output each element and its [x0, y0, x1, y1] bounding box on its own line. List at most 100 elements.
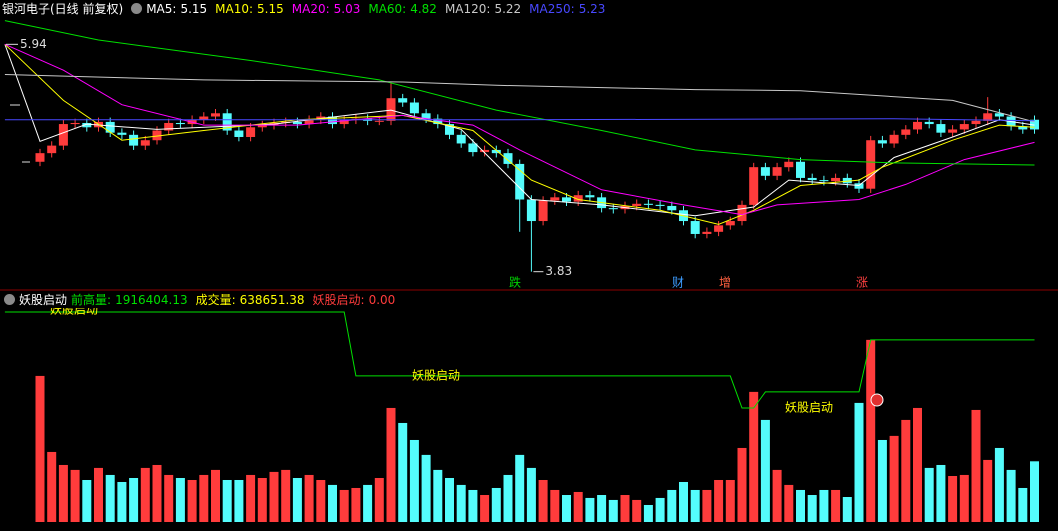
volume-bar [58, 464, 68, 522]
volume-bar [632, 499, 642, 522]
volume-bar [889, 435, 899, 522]
volume-bar [796, 489, 805, 522]
volume-bar [643, 504, 653, 522]
volume-bar [281, 469, 291, 522]
volume-bar [503, 474, 513, 522]
chart-title: 银河电子(日线 前复权) [2, 2, 124, 16]
event-marker: 跌 [509, 275, 521, 290]
candle-body [35, 153, 45, 162]
volume-bar [714, 479, 724, 522]
volume-bar [386, 407, 396, 522]
indicator-header: 妖股启动 前高量: 1916404.13 成交量: 638651.38 妖股启动: 0.0… [0, 291, 1058, 308]
candle-body [456, 134, 466, 144]
event-marker: 涨 [856, 275, 868, 290]
volume-bar [901, 419, 911, 522]
candle-body [936, 124, 946, 133]
volume-bar [129, 477, 139, 522]
volume-bar [35, 375, 45, 522]
candle-body [152, 130, 162, 141]
candle-body [877, 140, 887, 144]
legend-label: MA120: [444, 1, 491, 16]
volume-bar [257, 477, 267, 522]
volume-bar [421, 454, 431, 522]
volume-bar [409, 439, 419, 522]
legend-label: MA5: [146, 1, 177, 16]
candle-body [105, 121, 115, 133]
candle-body [643, 203, 653, 205]
volume-bar [550, 489, 560, 522]
volume-bar [105, 474, 115, 522]
candle-body [117, 132, 127, 135]
volume-bar [164, 474, 174, 522]
ma-line [4, 311, 1035, 409]
candle-body [515, 163, 525, 200]
volume-bar [211, 469, 220, 522]
candle-body [737, 204, 747, 222]
candle-body [1018, 126, 1028, 130]
volume-bar [573, 491, 583, 522]
menu-button[interactable] [131, 3, 143, 14]
candle-body [550, 197, 560, 201]
volume-bar [562, 495, 571, 522]
legend-label: MA20: [291, 1, 330, 16]
legend-label: MA250: [529, 1, 575, 16]
volume-bar [222, 479, 232, 522]
volume-bar [187, 479, 197, 522]
volume-bar [351, 487, 361, 522]
volume-bar [585, 497, 595, 522]
candle-body [819, 180, 829, 182]
event-marker: 增 [719, 276, 731, 290]
legend-label: MA60: [368, 1, 407, 16]
candle-body [58, 124, 68, 146]
candle-body [796, 161, 805, 178]
low-label: 3.83 [545, 264, 572, 278]
volume-bar [292, 477, 302, 522]
candle-body [749, 167, 759, 205]
legend-value: 5.15 [257, 1, 284, 16]
legend-value: 5.15 [180, 1, 208, 16]
volume-bar [538, 479, 548, 522]
volume-bar [445, 477, 454, 522]
volume-bar [70, 469, 80, 522]
volume-bar [760, 419, 770, 522]
candle-body [409, 102, 419, 114]
candle-body [983, 113, 993, 121]
candle-body [491, 149, 501, 154]
candle-body [690, 221, 700, 234]
candle-body [632, 203, 642, 206]
candle-body [608, 208, 618, 210]
volume-bar [842, 497, 852, 522]
legend-value: 5.22 [494, 1, 522, 16]
candle-body [199, 116, 209, 120]
candle-body [866, 140, 876, 189]
candle-body [784, 161, 794, 168]
ma-line [4, 20, 1035, 166]
candle-body [164, 122, 174, 131]
volume-bar [737, 447, 747, 522]
legend-value: 1916404.13 [115, 292, 188, 307]
menu-button[interactable] [4, 294, 15, 305]
candle-body [339, 119, 349, 125]
legend-value: 5.23 [578, 1, 606, 16]
candle-body [585, 195, 595, 198]
candle-body [562, 197, 571, 202]
legend-label: 成交量: [195, 293, 236, 307]
volume-bar [199, 474, 209, 522]
legend-value: 638651.38 [239, 292, 305, 307]
signal-label: 妖股启动 [785, 401, 833, 415]
volume-bar [269, 471, 279, 522]
candle-body [538, 200, 548, 222]
legend-label: 前高量: [71, 293, 112, 307]
candle-body [246, 127, 256, 137]
volume-bar [608, 499, 618, 522]
candle-body [129, 134, 139, 146]
volume-bar [749, 391, 759, 522]
candle-body [503, 153, 513, 164]
signal-icon [870, 393, 884, 407]
candle-body [70, 122, 80, 125]
candle-body [725, 221, 735, 226]
volume-bar [316, 479, 326, 522]
volume-bar [328, 484, 337, 522]
legend-value: 0.00 [368, 292, 396, 307]
